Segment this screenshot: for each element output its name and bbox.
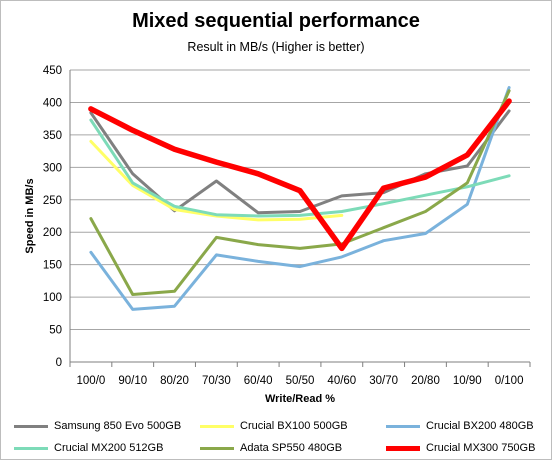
- y-tick-label: 50: [49, 325, 62, 337]
- legend-label: Adata SP550 480GB: [240, 442, 343, 454]
- series-line-crucial-bx200-480gb: [89, 86, 511, 311]
- chart-subtitle: Result in MB/s (Higher is better): [187, 40, 365, 54]
- x-tick-label: 90/10: [118, 375, 147, 387]
- x-axis-title: Write/Read %: [265, 393, 335, 405]
- legend-swatch: [386, 445, 420, 451]
- y-tick-label: 450: [43, 65, 62, 77]
- legend-item: Crucial MX200 512GB: [14, 442, 163, 454]
- x-tick-label: 30/70: [369, 375, 398, 387]
- legend-swatch: [386, 424, 420, 428]
- y-tick-label: 100: [43, 292, 62, 304]
- legend-item: Samsung 850 Evo 500GB: [14, 420, 181, 432]
- x-tick-label: 10/90: [453, 375, 482, 387]
- x-tick-label: 20/80: [411, 375, 440, 387]
- legend-swatch: [14, 446, 48, 450]
- legend-item: Crucial BX100 500GB: [200, 420, 348, 432]
- y-tick-label: 350: [43, 130, 62, 142]
- legend-swatch: [200, 446, 234, 450]
- x-tick-label: 40/60: [327, 375, 356, 387]
- x-tick-label: 60/40: [244, 375, 273, 387]
- legend-item: Adata SP550 480GB: [200, 442, 342, 454]
- legend-label: Samsung 850 Evo 500GB: [54, 420, 182, 432]
- x-tick-label: 80/20: [160, 375, 189, 387]
- x-tick-label: 100/0: [77, 375, 106, 387]
- legend-swatch: [14, 424, 48, 428]
- legend-item: Crucial BX200 480GB: [386, 420, 534, 432]
- series-line-crucial-mx200-512gb: [89, 118, 511, 218]
- legend-item: Crucial MX300 750GB: [386, 442, 535, 454]
- legend-label: Crucial MX200 512GB: [54, 442, 164, 454]
- legend-label: Crucial BX200 480GB: [426, 420, 534, 432]
- legend-label: Crucial MX300 750GB: [426, 442, 536, 454]
- y-tick-label: 200: [43, 227, 62, 239]
- y-tick-label: 250: [43, 195, 62, 207]
- y-tick-label: 400: [43, 97, 62, 109]
- x-tick-label: 0/100: [495, 375, 524, 387]
- y-axis-title: Speed in MB/s: [24, 178, 36, 253]
- chart-legend: Samsung 850 Evo 500GB Crucial BX100 500GB…: [0, 414, 552, 460]
- y-tick-label: 0: [56, 357, 62, 369]
- legend-label: Crucial BX100 500GB: [240, 420, 348, 432]
- x-tick-label: 70/30: [202, 375, 231, 387]
- x-tick-label: 50/50: [286, 375, 315, 387]
- y-tick-label: 150: [43, 260, 62, 272]
- series-line-adata-sp550-480gb: [89, 89, 511, 296]
- legend-swatch: [200, 424, 234, 428]
- series-line-crucial-mx300-750gb: [88, 98, 512, 252]
- chart-title: Mixed sequential performance: [132, 10, 420, 32]
- y-tick-label: 300: [43, 162, 62, 174]
